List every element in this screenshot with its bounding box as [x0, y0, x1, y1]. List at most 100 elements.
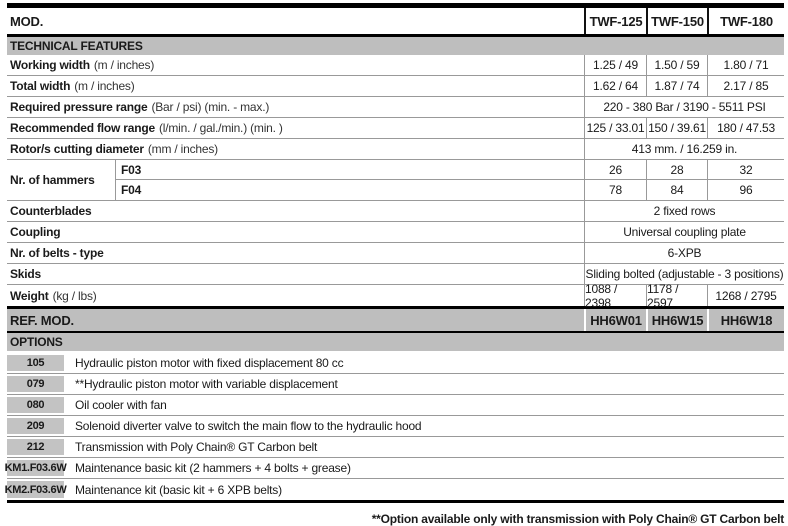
- spec-value-span: 220 - 380 Bar / 3190 - 5511 PSI: [584, 97, 784, 117]
- option-description: Maintenance kit (basic kit + 6 XPB belts…: [75, 482, 282, 497]
- option-row: KM1.F03.6W Maintenance basic kit (2 hamm…: [4, 458, 784, 479]
- spec-value: 78: [584, 180, 646, 200]
- divider-rule: [7, 34, 784, 37]
- spec-label-cell: Required pressure range (Bar / psi) (min…: [7, 97, 584, 117]
- spec-value: 28: [646, 160, 707, 179]
- spec-label-cell: Skids: [7, 264, 584, 284]
- spec-unit: (m / inches): [93, 58, 155, 72]
- hammer-subrows: F03 26 28 32 F04 78 84 96: [115, 160, 784, 200]
- option-code: 079: [7, 376, 64, 392]
- model-twf-150: TWF-150: [646, 8, 707, 34]
- spec-row-rotor-diameter: Rotor/s cutting diameter (mm / inches) 4…: [7, 139, 784, 160]
- spec-value: 2.17 / 85: [707, 76, 784, 96]
- spec-row-flow-range: Recommended flow range (l/min. / gal./mi…: [7, 118, 784, 139]
- option-description: Hydraulic piston motor with fixed displa…: [75, 356, 344, 370]
- spec-row-coupling: Coupling Universal coupling plate: [7, 222, 784, 243]
- hammer-code: F04: [115, 180, 584, 200]
- spec-value: 84: [646, 180, 707, 200]
- spec-label: Recommended flow range: [10, 121, 155, 135]
- option-row: 212 Transmission with Poly Chain® GT Car…: [7, 437, 784, 458]
- model-twf-180: TWF-180: [707, 8, 784, 34]
- footnote: **Option available only with transmissio…: [371, 512, 784, 526]
- spec-value: 1.62 / 64: [584, 76, 646, 96]
- spec-label-cell: Total width (m / inches): [7, 76, 584, 96]
- spec-unit: (l/min. / gal./min.) (min. ): [158, 121, 283, 135]
- spec-label-cell: Recommended flow range (l/min. / gal./mi…: [7, 118, 584, 138]
- spec-label: Total width: [10, 79, 71, 93]
- spec-row-weight: Weight (kg / lbs) 1088 / 2398 1178 / 259…: [7, 282, 784, 310]
- ref-code: HH6W01: [584, 309, 646, 331]
- model-twf-125: TWF-125: [584, 8, 646, 34]
- option-code: KM2.F03.6W: [5, 481, 67, 498]
- spec-value-span: Universal coupling plate: [584, 222, 784, 242]
- top-rule: [7, 3, 784, 8]
- option-code: 105: [7, 355, 64, 371]
- spec-value-span: 413 mm. / 16.259 in.: [584, 139, 784, 159]
- option-row: 209 Solenoid diverter valve to switch th…: [7, 416, 784, 437]
- spec-label: Counterblades: [10, 204, 92, 218]
- spec-value: 1.25 / 49: [584, 55, 646, 75]
- spec-unit: (mm / inches): [147, 142, 218, 156]
- option-code: 209: [7, 418, 64, 434]
- spec-unit: (m / inches): [74, 79, 135, 93]
- spec-label: Required pressure range: [10, 100, 148, 114]
- spec-value: 150 / 39.61: [646, 118, 707, 138]
- spec-label: Nr. of hammers: [10, 173, 95, 187]
- spec-row-total-width: Total width (m / inches) 1.62 / 64 1.87 …: [7, 76, 784, 97]
- option-description: Transmission with Poly Chain® GT Carbon …: [75, 440, 318, 454]
- spec-label: Nr. of belts - type: [10, 246, 104, 260]
- spec-value: 1.50 / 59: [646, 55, 707, 75]
- spec-label-cell: Coupling: [7, 222, 584, 242]
- spec-unit: (Bar / psi) (min. - max.): [151, 100, 270, 114]
- option-description: Maintenance basic kit (2 hammers + 4 bol…: [75, 461, 351, 475]
- spec-row-working-width: Working width (m / inches) 1.25 / 49 1.5…: [7, 55, 784, 76]
- ref-code: HH6W18: [707, 309, 784, 331]
- ref-code: HH6W15: [646, 309, 707, 331]
- spec-row-hammers: Nr. of hammers F03 26 28 32 F04 78 84 96: [7, 160, 784, 201]
- spec-label: Weight: [10, 288, 49, 303]
- spec-label: Skids: [10, 267, 42, 281]
- ref-mod-label: REF. MOD.: [10, 312, 74, 328]
- spec-value-span: Sliding bolted (adjustable - 3 positions…: [584, 264, 784, 284]
- spec-label: Coupling: [10, 225, 61, 239]
- spec-row-skids: Skids Sliding bolted (adjustable - 3 pos…: [7, 264, 784, 285]
- option-row: 080 Oil cooler with fan: [7, 395, 784, 416]
- spec-sheet: MOD. TWF-125 TWF-150 TWF-180 TECHNICAL F…: [4, 3, 784, 526]
- spec-value: 96: [707, 180, 784, 200]
- spec-label-cell: Rotor/s cutting diameter (mm / inches): [7, 139, 584, 159]
- spec-value: 26: [584, 160, 646, 179]
- divider-rule: [7, 306, 784, 309]
- spec-value: 1178 / 2597: [646, 282, 707, 310]
- spec-value: 125 / 33.01: [584, 118, 646, 138]
- option-row: 079 **Hydraulic piston motor with variab…: [7, 374, 784, 395]
- spec-label-cell: Nr. of belts - type: [7, 243, 584, 263]
- option-description: Oil cooler with fan: [75, 398, 167, 412]
- option-code: 080: [7, 397, 64, 413]
- spec-value: 32: [707, 160, 784, 179]
- spec-value: 180 / 47.53: [707, 118, 784, 138]
- bottom-rule: [7, 500, 784, 503]
- spec-value: 1268 / 2795: [707, 285, 784, 306]
- divider-rule: [7, 331, 784, 333]
- option-code: 212: [7, 439, 64, 455]
- ref-mod-row: REF. MOD. HH6W01 HH6W15 HH6W18: [7, 309, 784, 331]
- hammer-row-f04: F04 78 84 96: [115, 180, 784, 200]
- spec-label-cell: Counterblades: [7, 201, 584, 221]
- mod-label: MOD.: [10, 13, 44, 29]
- spec-value: 1088 / 2398: [584, 282, 646, 310]
- spec-row-counterblades: Counterblades 2 fixed rows: [7, 201, 784, 222]
- hammer-row-f03: F03 26 28 32: [115, 160, 784, 180]
- option-description: Solenoid diverter valve to switch the ma…: [75, 419, 422, 433]
- spec-label-cell: Weight (kg / lbs): [7, 285, 584, 306]
- spec-unit: (kg / lbs): [52, 288, 97, 303]
- option-code: KM1.F03.6W: [4, 460, 67, 476]
- option-row: 105 Hydraulic piston motor with fixed di…: [7, 353, 784, 374]
- spec-label-cell: Working width (m / inches): [7, 55, 584, 75]
- spec-label: Working width: [10, 58, 90, 72]
- spec-value-span: 6-XPB: [584, 243, 784, 263]
- section-technical-features: TECHNICAL FEATURES: [7, 37, 784, 55]
- spec-row-belts: Nr. of belts - type 6-XPB: [7, 243, 784, 264]
- option-row: KM2.F03.6W Maintenance kit (basic kit + …: [5, 479, 784, 500]
- hammer-code: F03: [115, 160, 584, 179]
- model-header-row: MOD. TWF-125 TWF-150 TWF-180: [7, 8, 784, 34]
